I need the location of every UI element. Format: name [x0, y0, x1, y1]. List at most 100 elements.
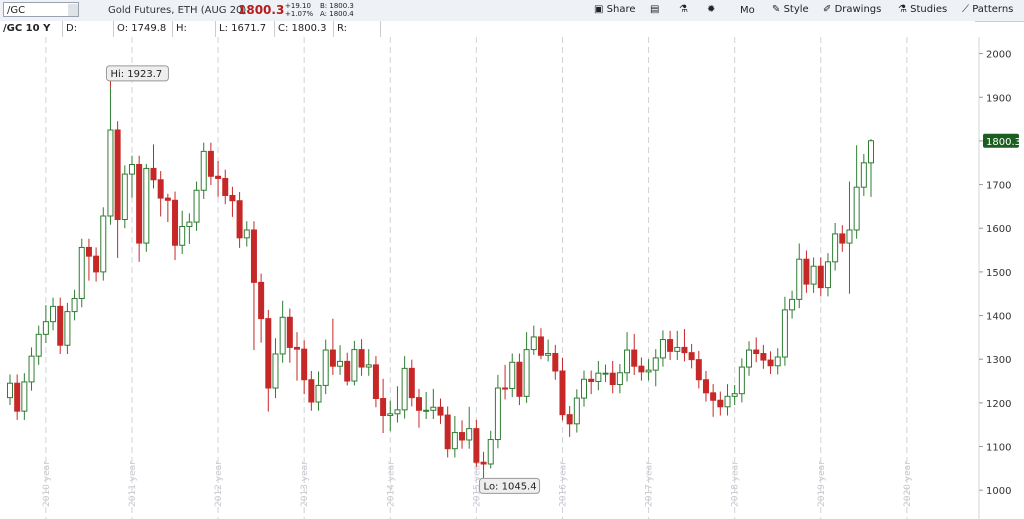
- annotation-box: [479, 477, 541, 494]
- candle-body: [681, 346, 688, 354]
- button-label[interactable]: Style: [783, 4, 809, 15]
- candle-body: [609, 372, 616, 386]
- candle-body: [487, 439, 494, 465]
- candle-body: [444, 414, 451, 450]
- candle-body: [602, 372, 609, 375]
- aggregation-button[interactable]: Mo: [740, 5, 755, 16]
- candle-body: [566, 414, 573, 425]
- candle-body: [387, 413, 394, 417]
- candle-body: [301, 348, 308, 381]
- candle-body: [638, 365, 645, 373]
- x-tick-label: 2015 year: [472, 461, 482, 507]
- candle-body: [315, 384, 322, 403]
- candle-body: [408, 367, 415, 399]
- candle-body: [93, 255, 100, 273]
- candle-body: [172, 199, 179, 246]
- y-tick-label: 1200: [986, 399, 1011, 410]
- candle-body: [581, 378, 587, 399]
- candle-body: [717, 399, 724, 408]
- y-tick-label: 1300: [986, 355, 1011, 366]
- candle-body: [308, 379, 315, 403]
- candle-body: [14, 382, 21, 412]
- candle-body: [50, 305, 57, 323]
- candle-body: [372, 364, 379, 399]
- candle-body: [480, 461, 487, 465]
- y-tick-label: 1000: [986, 486, 1011, 497]
- candle-body: [250, 229, 257, 283]
- candle-body: [394, 409, 401, 415]
- y-tick-label: 1600: [986, 224, 1011, 235]
- icon-button[interactable]: ⚗: [679, 4, 688, 15]
- candle-body: [473, 428, 480, 463]
- symbol-box[interactable]: /GC: [3, 2, 79, 17]
- candle-body: [401, 367, 408, 411]
- candle-body: [659, 339, 666, 359]
- candle-body: [781, 309, 788, 358]
- studies-button[interactable]: ⚗ Studies: [898, 4, 948, 15]
- candle-body: [7, 382, 13, 399]
- info-cell: C: 1800.3: [275, 21, 334, 37]
- candle-body: [853, 186, 860, 231]
- info-cell: H: 1804: [173, 21, 216, 37]
- dropdown-arrow[interactable]: [68, 4, 78, 16]
- candle-body: [760, 353, 767, 361]
- candle-body: [573, 397, 580, 425]
- button-label[interactable]: Drawings: [834, 4, 882, 15]
- icon-button[interactable]: ✹: [707, 4, 716, 15]
- annotation-box: [105, 65, 169, 82]
- candle-body: [710, 392, 717, 401]
- candle-body: [64, 311, 71, 346]
- candle-body: [674, 346, 681, 352]
- info-cell: O: 1749.8: [114, 21, 173, 37]
- candle-body: [767, 359, 774, 367]
- chart: 1000110012001300140015001600170018001900…: [7, 37, 1021, 519]
- candle-body: [207, 150, 214, 177]
- candle-body: [667, 339, 674, 352]
- candle-body: [423, 409, 430, 412]
- candle-body: [85, 246, 92, 257]
- ask: A: 1800.4: [320, 10, 354, 18]
- x-tick-label: 2020 year: [903, 461, 913, 507]
- drawings-button[interactable]: ✐ Drawings: [823, 4, 882, 15]
- icon-button[interactable]: ▤: [650, 4, 660, 15]
- candle-body: [107, 129, 114, 217]
- last-price: 1800.3: [238, 3, 285, 17]
- candle-body: [724, 395, 731, 408]
- button-label[interactable]: Patterns: [972, 4, 1014, 15]
- candle-body: [179, 225, 186, 246]
- x-tick-label: 2010 year: [42, 461, 52, 507]
- candle-body: [545, 353, 552, 356]
- candle-body: [358, 349, 365, 368]
- candle-body: [415, 397, 422, 411]
- candle-body: [846, 229, 853, 244]
- change: +19.10: [285, 2, 311, 10]
- candle-body: [509, 361, 516, 389]
- candle-body: [344, 360, 351, 382]
- x-tick-label: 2013 year: [300, 461, 310, 507]
- y-tick-label: 1100: [986, 443, 1011, 454]
- candle-body: [164, 197, 171, 201]
- annotation-low: Lo: 1045.4: [484, 481, 537, 492]
- candle-body: [523, 349, 530, 397]
- candle-body: [595, 372, 602, 382]
- x-tick-label: 2017 year: [645, 461, 655, 507]
- candle-body: [588, 378, 595, 382]
- candle-body: [796, 258, 803, 300]
- style-button[interactable]: ✎ Style: [772, 4, 809, 15]
- info-cell: D: 6/1/20: [63, 21, 114, 37]
- patterns-button[interactable]: ⟋ Patterns: [962, 4, 1014, 15]
- candle-body: [753, 349, 760, 355]
- info-cell: R: 132.3: [334, 21, 381, 37]
- share-button[interactable]: ▣ Share: [594, 4, 636, 15]
- candle-body: [810, 265, 817, 285]
- candle-body: [868, 140, 874, 164]
- candle-body: [695, 359, 702, 381]
- candle-body: [645, 369, 652, 373]
- candle-body: [272, 353, 279, 389]
- button-label[interactable]: Share: [606, 4, 636, 15]
- candle-body: [71, 298, 78, 313]
- candle-body: [824, 261, 831, 289]
- button-label[interactable]: Studies: [910, 4, 948, 15]
- info-bar: /GC 10 Y MD: 6/1/20O: 1749.8H: 1804L: 16…: [0, 21, 975, 37]
